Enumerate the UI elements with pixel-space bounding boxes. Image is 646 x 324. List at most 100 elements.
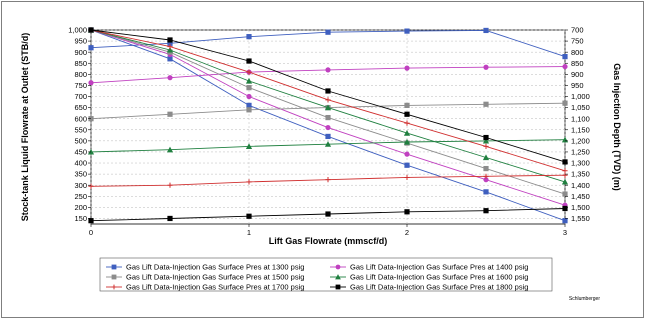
right-tick-label: 1,100 [571, 114, 590, 123]
triangle-marker [335, 274, 341, 280]
cross-marker [562, 172, 568, 178]
square-marker [167, 111, 173, 117]
left-tick-label: 350 [74, 170, 87, 179]
square-marker [404, 209, 410, 215]
gas-lift-performance-chart: 1,000 950 900 850 800 750 700 650 600 550 500 450 40… [20, 26, 622, 302]
square-marker [111, 274, 117, 280]
cross-marker [246, 69, 252, 75]
x-axis-label: Lift Gas Flowrate (mmscf/d) [269, 236, 388, 246]
square-marker [483, 101, 489, 107]
legend-box [99, 257, 553, 292]
circle-marker [404, 65, 410, 71]
square-marker [246, 213, 252, 219]
square-marker [325, 133, 331, 140]
legend-item-1: Gas Lift Data-Injection Gas Surface Pres… [106, 263, 304, 272]
left-tick-label: 850 [74, 59, 87, 68]
legend-label: Gas Lift Data-Injection Gas Surface Pres… [350, 283, 528, 292]
circle-marker [483, 177, 489, 183]
legend-item-6: Gas Lift Data-Injection Gas Surface Pres… [330, 283, 528, 292]
circle-marker [88, 80, 94, 86]
square-marker [483, 134, 489, 141]
circle-marker [483, 64, 489, 70]
circle-marker [325, 67, 331, 73]
square-marker [167, 37, 173, 43]
legend-label: Gas Lift Data-Injection Gas Surface Pres… [350, 273, 528, 282]
cross-marker [111, 284, 117, 290]
legend-item-3: Gas Lift Data-Injection Gas Surface Pres… [106, 273, 304, 282]
square-marker [562, 159, 568, 165]
right-tick-label: 1,250 [571, 148, 590, 157]
square-marker [335, 284, 341, 290]
right-tick-label: 1,000 [571, 92, 590, 101]
right-tick-label: 1,050 [571, 103, 590, 112]
square-marker [111, 264, 117, 270]
cross-marker [167, 44, 173, 50]
cross-marker [483, 143, 489, 149]
square-marker [483, 208, 489, 214]
left-tick-label: 550 [74, 125, 87, 134]
left-tick-label: 1,000 [68, 26, 87, 35]
square-marker [562, 54, 568, 60]
series-6 [88, 27, 568, 224]
square-marker [167, 40, 173, 46]
cross-marker [404, 174, 410, 181]
legend-label: Gas Lift Data-Injection Gas Surface Pres… [126, 273, 304, 282]
square-marker [562, 205, 568, 212]
right-tick-label: 1,500 [571, 203, 590, 212]
right-tick-label: 1,550 [571, 214, 590, 223]
cross-marker [562, 168, 568, 174]
circle-marker [335, 264, 341, 270]
data-series [87, 26, 569, 224]
legend-label: Gas Lift Data-Injection Gas Surface Pres… [350, 263, 528, 272]
legend-item-2: Gas Lift Data-Injection Gas Surface Pres… [330, 263, 528, 272]
cross-marker [483, 173, 489, 179]
left-tick-label: 650 [74, 103, 87, 112]
triangle-marker [245, 143, 253, 149]
square-marker [483, 27, 489, 34]
legend: Gas Lift Data-Injection Gas Surface Pres… [106, 263, 528, 292]
triangle-marker [403, 129, 411, 136]
legend-item-4: Gas Lift Data-Injection Gas Surface Pres… [330, 273, 528, 282]
right-tick-label: 800 [571, 48, 584, 57]
circle-marker [246, 93, 252, 100]
square-marker [167, 215, 173, 222]
triangle-marker [482, 154, 490, 161]
square-marker [246, 34, 252, 40]
brand-annotation: Schlumberger [569, 296, 600, 302]
left-tick-label: 300 [74, 181, 87, 190]
left-tick-label: 800 [74, 70, 87, 79]
square-marker [246, 58, 252, 64]
cross-marker [88, 183, 94, 189]
circle-marker [404, 151, 410, 157]
triangle-marker [324, 104, 332, 111]
square-marker [325, 88, 331, 94]
left-tick-label: 750 [74, 81, 87, 90]
right-tick-label: 950 [571, 81, 584, 90]
x-tick-label: 3 [563, 228, 567, 237]
legend-item-5: Gas Lift Data-Injection Gas Surface Pres… [106, 283, 304, 292]
square-marker [88, 218, 94, 224]
left-tick-label: 400 [74, 159, 87, 168]
left-tick-label: 500 [74, 136, 87, 145]
right-tick-label: 900 [571, 70, 584, 79]
left-tick-label: 450 [74, 148, 87, 157]
right-tick-label: 1,350 [571, 170, 590, 179]
legend-label: Gas Lift Data-Injection Gas Surface Pres… [126, 263, 304, 272]
left-tick-label: 200 [74, 203, 87, 212]
right-tick-label: 1,400 [571, 181, 590, 190]
right-tick-label: 850 [571, 59, 584, 68]
legend-label: Gas Lift Data-Injection Gas Surface Pres… [126, 283, 304, 292]
square-marker [562, 100, 568, 106]
left-tick-label: 950 [74, 37, 87, 46]
triangle-marker [403, 138, 411, 145]
square-marker [246, 102, 252, 108]
circle-marker [562, 63, 568, 70]
square-marker [404, 102, 410, 108]
square-marker [404, 28, 410, 34]
square-marker [88, 45, 94, 51]
circle-marker [167, 75, 173, 81]
chart-frame: 1,000 950 900 850 800 750 700 650 600 550 500 450 40… [1, 1, 644, 318]
left-y-axis-label: Stock-tank Liquid Flowrate at Outlet (ST… [20, 33, 30, 222]
square-marker [325, 29, 331, 35]
right-y-axis-label: Gas Injection Depth (TVD) (m) [612, 63, 622, 191]
